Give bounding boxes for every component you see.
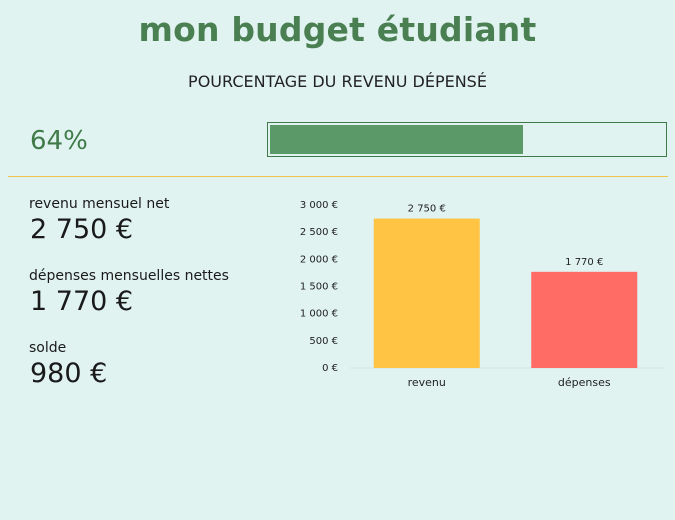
progress-bar xyxy=(267,122,667,157)
expenses-label: dépenses mensuelles nettes xyxy=(29,268,229,284)
y-tick-label: 1 000 € xyxy=(300,309,338,320)
bar-dépenses xyxy=(531,271,638,368)
divider xyxy=(8,176,668,177)
y-tick-label: 2 000 € xyxy=(300,254,338,265)
y-tick-label: 2 500 € xyxy=(300,227,338,238)
page-title: mon budget étudiant xyxy=(138,10,537,49)
x-tick-label: revenu xyxy=(408,376,446,389)
data-label: 1 770 € xyxy=(565,257,603,268)
income-value: 2 750 € xyxy=(30,214,134,245)
expenses-value: 1 770 € xyxy=(30,286,134,317)
budget-bar-chart: 0 € 500 € 1 000 € 1 500 € 2 000 € 2 500 € 3 00… xyxy=(300,200,665,389)
y-tick-label: 3 000 € xyxy=(300,200,338,211)
percentage-spent: 64% xyxy=(30,126,88,156)
balance-value: 980 € xyxy=(30,358,108,389)
x-tick-label: dépenses xyxy=(558,376,611,389)
bar-revenu xyxy=(373,218,480,368)
data-label: 2 750 € xyxy=(408,204,446,215)
y-tick-label: 1 500 € xyxy=(300,282,338,293)
y-tick-label: 0 € xyxy=(322,363,338,374)
income-label: revenu mensuel net xyxy=(29,196,170,212)
page-subtitle: POURCENTAGE DU REVENU DÉPENSÉ xyxy=(188,72,487,91)
y-tick-label: 500 € xyxy=(309,336,338,347)
balance-label: solde xyxy=(29,340,67,356)
progress-bar-fill xyxy=(270,125,523,154)
